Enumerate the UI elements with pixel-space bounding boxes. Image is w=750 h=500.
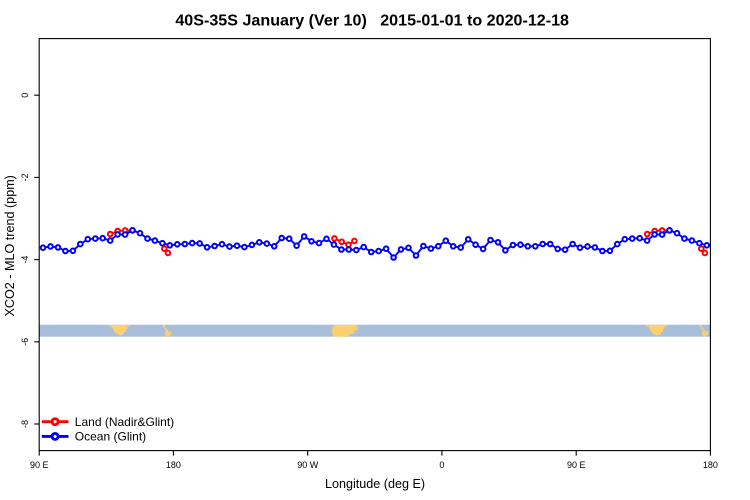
svg-text:-2: -2: [20, 173, 30, 181]
svg-text:Ocean (Glint): Ocean (Glint): [75, 430, 146, 444]
svg-text:-4: -4: [20, 256, 30, 264]
svg-text:0: 0: [20, 93, 30, 98]
svg-text:180: 180: [166, 460, 181, 470]
svg-text:Land (Nadir&Glint): Land (Nadir&Glint): [75, 415, 174, 429]
svg-text:90 E: 90 E: [30, 460, 49, 470]
svg-text:90 E: 90 E: [567, 460, 586, 470]
svg-text:0: 0: [439, 460, 444, 470]
svg-text:-6: -6: [20, 338, 30, 346]
svg-text:40S-35S January (Ver 10) 201: 40S-35S January (Ver 10) 2015-01-01 to 2…: [175, 12, 569, 30]
svg-text:Longitude (deg E): Longitude (deg E): [325, 477, 425, 491]
svg-text:XCO2 - MLO trend (ppm): XCO2 - MLO trend (ppm): [3, 175, 17, 316]
svg-text:-8: -8: [20, 420, 30, 428]
svg-text:180: 180: [703, 460, 718, 470]
svg-text:90 W: 90 W: [297, 460, 319, 470]
